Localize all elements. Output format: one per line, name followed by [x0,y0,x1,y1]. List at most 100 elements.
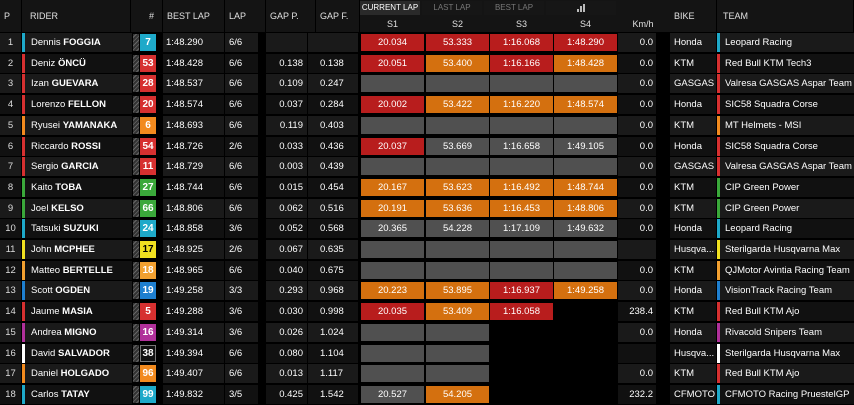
best-lap: 1:48.726 [163,136,224,156]
speed: 0.0 [618,157,656,177]
best-lap: 1:49.258 [163,281,224,301]
rider-last-name: KELSO [51,202,84,214]
rider-name: Kaito TOBA [22,177,132,197]
sector-3-time [490,365,553,382]
gap-first: 1.104 [308,343,358,363]
table-row[interactable]: 4 Lorenzo FELLON 20 1:48.574 6/6 0.037 0.284 20… [0,95,854,115]
sector-3-time: 1:16.166 [490,54,553,72]
lap-count: 3/6 [225,322,258,342]
table-row[interactable]: 5 Ryusei YAMANAKA 6 1:48.693 6/6 0.119 0.403 0.… [0,115,854,136]
sector-4-time [554,303,617,320]
bike-manufacturer: KTM [670,115,716,135]
position: 17 [0,364,21,384]
sector-1-time: 20.037 [361,137,424,155]
gap-previous: 0.080 [266,343,307,363]
best-lap: 1:48.574 [163,95,224,115]
gap-first: 0.403 [308,115,358,135]
speed: 0.0 [618,260,656,280]
team-name: Red Bull KTM Tech3 [717,53,854,73]
gap-previous: 0.119 [266,115,307,135]
gap-first: 1.542 [308,384,358,404]
sector-3-time [490,386,553,403]
table-row[interactable]: 13 Scott OGDEN 19 1:49.258 3/3 0.293 0.968 20.2… [0,281,854,301]
rider-stripe [133,282,139,300]
table-row[interactable]: 8 Kaito TOBA 27 1:48.744 6/6 0.015 0.454 20.167… [0,177,854,198]
table-row[interactable]: 1 Dennis FOGGIA 7 1:48.290 6/6 20.034 53.333 1:… [0,33,854,53]
table-row[interactable]: 18 Carlos TATAY 99 1:49.832 3/5 0.425 1.542 20.… [0,384,854,405]
team-name: Red Bull KTM Ajo [717,302,854,322]
table-row[interactable]: 14 Jaume MASIA 5 1:49.288 3/6 0.030 0.998 20.03… [0,302,854,322]
sector-2-time [426,75,489,93]
rider-name: Deniz ÖNCÜ [22,53,132,73]
header-speed: Km/h [618,17,668,32]
speed: 232.2 [618,384,656,404]
position: 18 [0,384,21,404]
rider-stripe [133,261,139,279]
rider-last-name: ÖNCÜ [57,57,86,69]
table-row[interactable]: 2 Deniz ÖNCÜ 53 1:48.428 6/6 0.138 0.138 20.051… [0,53,854,74]
table-row[interactable]: 12 Matteo BERTELLE 18 1:48.965 6/6 0.040 0.675… [0,260,854,281]
rider-name: Sergio GARCIA [22,157,132,177]
bike-manufacturer: Honda [670,95,716,115]
position: 3 [0,74,21,94]
gap-first: 0.138 [308,53,358,73]
gap-first: 1.024 [308,322,358,342]
bike-manufacturer: KTM [670,260,716,280]
rider-number: 5 [140,303,156,321]
gap-previous: 0.003 [266,157,307,177]
sector-4-time [554,386,617,403]
rider-stripe [133,303,139,321]
sector-1-time: 20.051 [361,54,424,72]
rider-last-name: GARCIA [61,161,99,173]
sector-1-time: 20.191 [361,199,424,217]
rider-number: 18 [140,261,156,279]
tab-best-lap[interactable]: BEST LAP [484,1,544,15]
table-row[interactable]: 7 Sergio GARCIA 11 1:48.729 6/6 0.003 0.439 0.0… [0,157,854,177]
rider-name: Izan GUEVARA [22,74,132,94]
table-row[interactable]: 17 Daniel HOLGADO 96 1:49.407 6/6 0.013 1.117 0… [0,364,854,384]
lap-count: 6/6 [225,33,258,52]
sector-2-time: 53.623 [426,178,489,196]
rider-first-name: Lorenzo [31,99,66,111]
tab-last-lap[interactable]: LAST LAP [422,1,482,15]
position: 2 [0,53,21,73]
gap-previous: 0.067 [266,240,307,259]
sector-1-time [361,75,424,93]
table-row[interactable]: 10 Tatsuki SUZUKI 24 1:48.858 3/6 0.052 0.568 2… [0,219,854,239]
table-row[interactable]: 9 Joel KELSO 66 1:48.806 6/6 0.062 0.516 20.191… [0,198,854,219]
bike-manufacturer: Honda [670,33,716,52]
rider-number: 27 [140,178,156,196]
rider-number: 7 [140,34,156,51]
table-row[interactable]: 6 Riccardo ROSSI 54 1:48.726 2/6 0.033 0.436 20… [0,136,854,157]
rider-name: Riccardo ROSSI [22,136,132,156]
rider-name: Lorenzo FELLON [22,95,132,115]
header-s4: S4 [554,17,617,32]
rider-last-name: BERTELLE [62,264,113,276]
team-name: CIP Green Power [717,198,854,218]
speed: 0.0 [618,74,656,94]
bike-manufacturer: Honda [670,281,716,301]
rider-name: Matteo BERTELLE [22,260,132,280]
rider-first-name: Matteo [31,264,61,276]
sector-4-time [554,345,617,362]
table-row[interactable]: 16 David SALVADOR 38 1:49.394 6/6 0.080 1.104 H… [0,343,854,364]
speed: 0.0 [618,198,656,218]
team-name: Valresa GASGAS Aspar Team [717,74,854,94]
table-row[interactable]: 15 Andrea MIGNO 16 1:49.314 3/6 0.026 1.024 0.0… [0,322,854,343]
best-lap: 1:48.925 [163,240,224,259]
gap-first: 0.436 [308,136,358,156]
sector-3-time [490,158,553,176]
best-lap: 1:48.965 [163,260,224,280]
sector-2-time [426,344,489,362]
sector-1-time: 20.527 [361,385,424,403]
lap-count: 2/6 [225,240,258,259]
lap-count: 6/6 [225,364,258,384]
table-row[interactable]: 3 Izan GUEVARA 28 1:48.537 6/6 0.109 0.247 0.0 G… [0,74,854,94]
table-row[interactable]: 11 John MCPHEE 17 1:48.925 2/6 0.067 0.635 Husq… [0,240,854,260]
position: 5 [0,115,21,135]
rider-first-name: Tatsuki [31,223,61,235]
sector-3-time [490,261,553,279]
tab-chart[interactable] [546,1,616,15]
tab-current-lap[interactable]: CURRENT LAP [360,1,420,15]
sector-3-time [490,241,553,258]
